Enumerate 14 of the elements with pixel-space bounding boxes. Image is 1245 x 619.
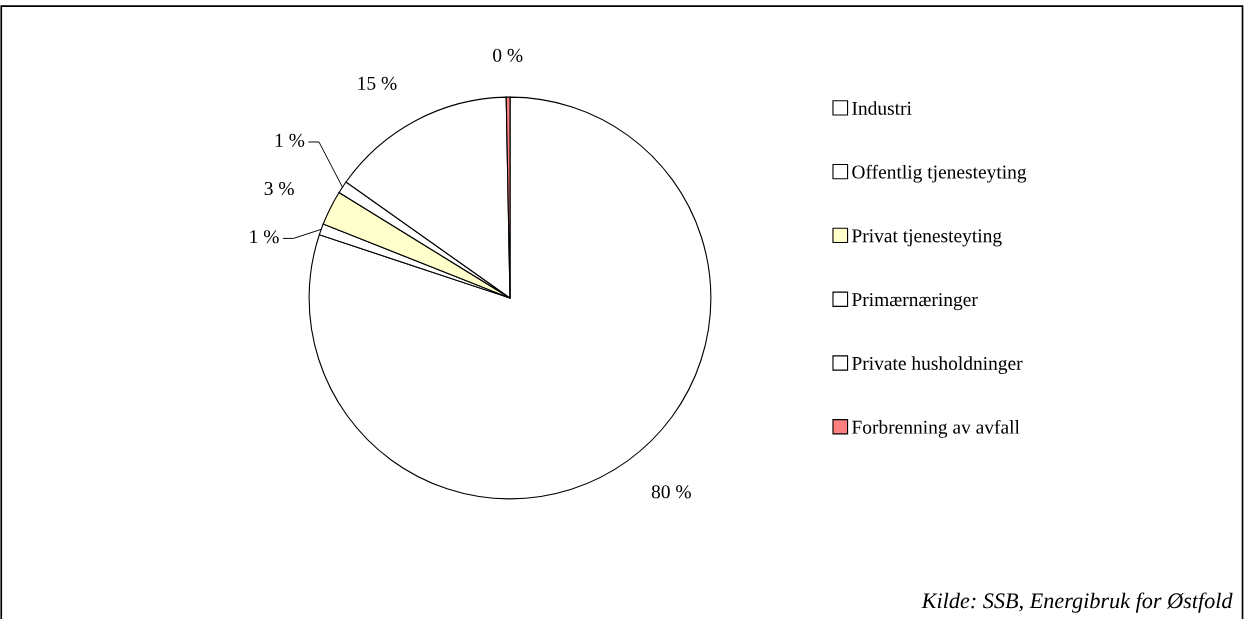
- legend-label: Privat tjenesteyting: [852, 229, 1002, 247]
- legend-label: Forbrenning av avfall: [852, 419, 1020, 438]
- data-label: 1 %: [250, 230, 279, 244]
- data-label: 80 %: [651, 485, 691, 499]
- data-label: 1 %: [275, 133, 305, 147]
- data-label: 0 %: [493, 48, 523, 62]
- data-label: 15 %: [358, 76, 397, 90]
- legend-label: Primærnæringer: [852, 293, 978, 311]
- legend-label: Offentlig tjenesteyting: [852, 164, 1027, 183]
- pie-slice: [308, 96, 712, 500]
- text: Kilde: SSB, Energibruk for Østfold: [921, 592, 1233, 613]
- legend-label: Private husholdninger: [852, 356, 1023, 374]
- legend-label: Industri: [852, 101, 912, 115]
- data-label: 3 %: [264, 181, 294, 196]
